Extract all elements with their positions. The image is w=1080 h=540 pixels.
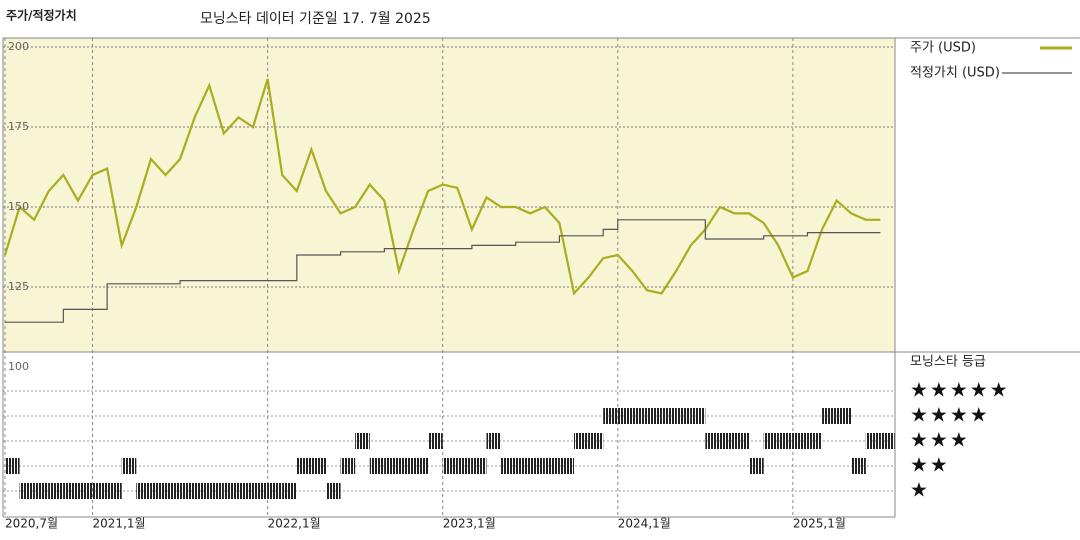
rating-label: ★★★★★ <box>910 378 1010 402</box>
rating-bar <box>355 433 370 449</box>
rating-bar <box>865 433 881 449</box>
rating-bar <box>150 483 166 499</box>
rating-bar <box>107 483 122 499</box>
rating-bar <box>822 408 837 424</box>
rating-bar <box>267 483 283 499</box>
rating-bar <box>457 458 472 474</box>
rating-bar <box>676 408 691 424</box>
rating-bar <box>690 408 706 424</box>
rating-bar <box>34 483 49 499</box>
rating-bar <box>136 483 151 499</box>
rating-bar <box>442 458 458 474</box>
x-tick-label: 2022,1월 <box>268 517 321 531</box>
rating-bar <box>530 458 545 474</box>
x-tick-label: 2025,1월 <box>793 517 846 531</box>
chart-title: 주가/적정가치 <box>6 8 77 23</box>
y-tick-label: 150 <box>8 200 29 213</box>
rating-bar <box>180 483 195 499</box>
rating-bar <box>325 483 341 499</box>
rating-bar <box>544 458 560 474</box>
rating-bar <box>880 433 895 449</box>
series-line <box>5 219 881 323</box>
rating-bar <box>763 433 779 449</box>
rating-bar <box>398 458 414 474</box>
rating-bar <box>632 408 647 424</box>
rating-bar <box>588 433 604 449</box>
rating-label: ★★★ <box>910 428 970 452</box>
rating-bar <box>209 483 224 499</box>
rating-bar <box>48 483 64 499</box>
rating-bar <box>486 433 502 449</box>
legend-label: 주가 (USD) <box>910 41 976 56</box>
y-tick-label: 125 <box>8 280 29 293</box>
chart-subtitle: 모닝스타 데이터 기준일 17. 7월 2025 <box>200 11 431 27</box>
rating-bar <box>836 408 852 424</box>
rating-bar <box>413 458 429 474</box>
rating-bar <box>646 408 662 424</box>
y-tick-label: 100 <box>8 360 29 373</box>
rating-bar <box>705 433 720 449</box>
rating-bar <box>851 458 866 474</box>
rating-bar <box>92 483 108 499</box>
legend-label: 적정가치 (USD) <box>910 66 1000 81</box>
rating-label: ★ <box>910 478 930 502</box>
rating-bar <box>807 433 823 449</box>
ratings-title: 모닝스타 등급 <box>910 355 986 370</box>
rating-label: ★★ <box>910 453 950 477</box>
rating-bar <box>121 458 137 474</box>
rating-bar <box>77 483 93 499</box>
rating-bar <box>19 483 35 499</box>
x-tick-label: 2020,7월 <box>5 517 58 531</box>
y-tick-label: 200 <box>8 40 29 53</box>
rating-bar <box>734 433 750 449</box>
rating-bar <box>165 483 181 499</box>
rating-bar <box>369 458 385 474</box>
rating-bar <box>296 458 312 474</box>
rating-bar <box>719 433 735 449</box>
x-tick-label: 2024,1월 <box>618 517 671 531</box>
rating-bar <box>340 458 356 474</box>
rating-bar <box>282 483 297 499</box>
y-tick-label: 175 <box>8 120 29 133</box>
rating-bar <box>311 458 326 474</box>
rating-bar <box>5 458 20 474</box>
rating-label: ★★★★ <box>910 403 990 427</box>
series-line <box>3 78 881 296</box>
rating-bar <box>238 483 254 499</box>
rating-bar <box>253 483 268 499</box>
rating-bar <box>471 458 487 474</box>
rating-bar <box>501 458 516 474</box>
rating-bar <box>559 458 575 474</box>
rating-bar <box>515 458 531 474</box>
rating-bar <box>428 433 443 449</box>
rating-bar <box>384 458 399 474</box>
rating-bar <box>63 483 78 499</box>
rating-bar <box>617 408 633 424</box>
rating-bar <box>749 458 764 474</box>
rating-bar <box>778 433 793 449</box>
x-tick-label: 2021,1월 <box>93 517 146 531</box>
rating-bar <box>574 433 589 449</box>
rating-bar <box>223 483 239 499</box>
plot-background <box>3 38 895 352</box>
rating-bar <box>792 433 808 449</box>
rating-bar <box>661 408 677 424</box>
rating-bar <box>194 483 210 499</box>
x-tick-label: 2023,1월 <box>443 517 496 531</box>
rating-bar <box>603 408 618 424</box>
